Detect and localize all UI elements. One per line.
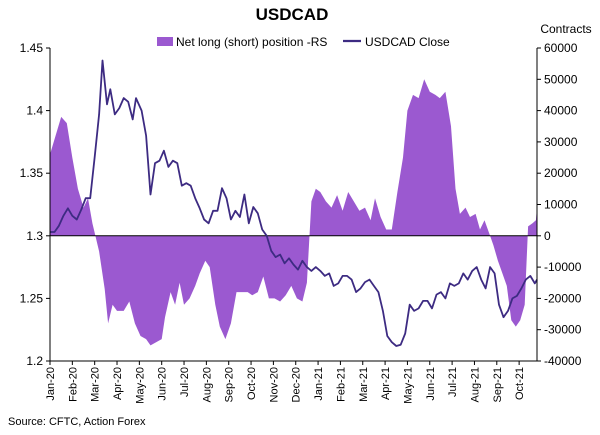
left-axis-tick-label: 1.35 [20,166,44,180]
source-note: Source: CFTC, Action Forex [8,416,146,428]
x-axis-tick-label: Sep-20 [224,367,236,402]
right-axis-label: Contracts [540,22,591,36]
x-axis-tick-label: Aug-21 [469,367,481,402]
x-axis-tick-label: May-20 [134,367,146,404]
right-axis-tick-label: 20000 [544,166,578,180]
right-axis-tick-label: 40000 [544,104,578,118]
left-axis-tick-label: 1.45 [20,41,44,55]
right-axis-tick-label: 10000 [544,198,578,212]
right-axis-tick-label: 50000 [544,72,578,86]
right-axis-tick-label: -40000 [544,354,582,368]
plot-area [50,59,538,347]
left-axis-tick-label: 1.2 [26,354,43,368]
left-axis-tick-label: 1.25 [20,291,44,305]
legend-label-net-position: Net long (short) position -RS [176,35,327,49]
x-axis-tick-label: Oct-21 [514,367,526,400]
right-axis-tick-label: -30000 [544,323,582,337]
x-axis-tick-label: Jun-21 [425,367,437,401]
chart-title: USDCAD [256,5,329,24]
x-axis-tick-label: Apr-21 [380,367,392,400]
x-axis-tick-label: Aug-20 [201,367,213,402]
x-axis-tick-label: Dec-20 [291,367,303,402]
right-axis: -40000 -30000 -20000 -10000 0 10000 20000 30000… [536,41,582,368]
right-axis-tick-label: 30000 [544,135,578,149]
x-axis-tick-label: Jun-20 [157,367,169,401]
right-axis-tick-label: -10000 [544,260,582,274]
usdcad-close-line [50,59,538,347]
x-axis-tick-label: Jan-21 [313,367,325,401]
left-axis-tick-label: 1.4 [26,104,43,118]
legend: Net long (short) position -RS USDCAD Clo… [157,35,450,49]
right-axis-tick-label: -20000 [544,291,582,305]
x-axis-tick-label: May-21 [402,367,414,404]
x-axis-tick-label: Apr-20 [112,367,124,400]
legend-label-usdcad-close: USDCAD Close [365,35,450,49]
x-axis: Jan-20 Feb-20 Mar-20 Apr-20 May-20 Jun-20 Jul-… [45,360,537,404]
x-axis-tick-label: Feb-20 [67,367,79,402]
right-axis-tick-label: 0 [544,229,551,243]
right-axis-tick-label: 60000 [544,41,578,55]
x-axis-tick-label: Jul-20 [179,367,191,397]
x-axis-tick-label: Jul-21 [447,367,459,397]
net-position-area [50,79,537,346]
x-axis-tick-label: Nov-20 [268,367,280,402]
x-axis-tick-label: Feb-21 [335,367,347,402]
x-axis-tick-label: Mar-20 [90,367,102,402]
x-axis-tick-label: Jan-20 [45,367,57,401]
x-axis-tick-label: Sep-21 [492,367,504,402]
left-axis-tick-label: 1.3 [26,229,43,243]
x-axis-tick-label: Oct-20 [246,367,258,400]
legend-swatch-net-position [157,37,173,46]
x-axis-tick-label: Mar-21 [358,367,370,402]
left-axis: 1.2 1.25 1.3 1.35 1.4 1.45 [20,41,51,368]
